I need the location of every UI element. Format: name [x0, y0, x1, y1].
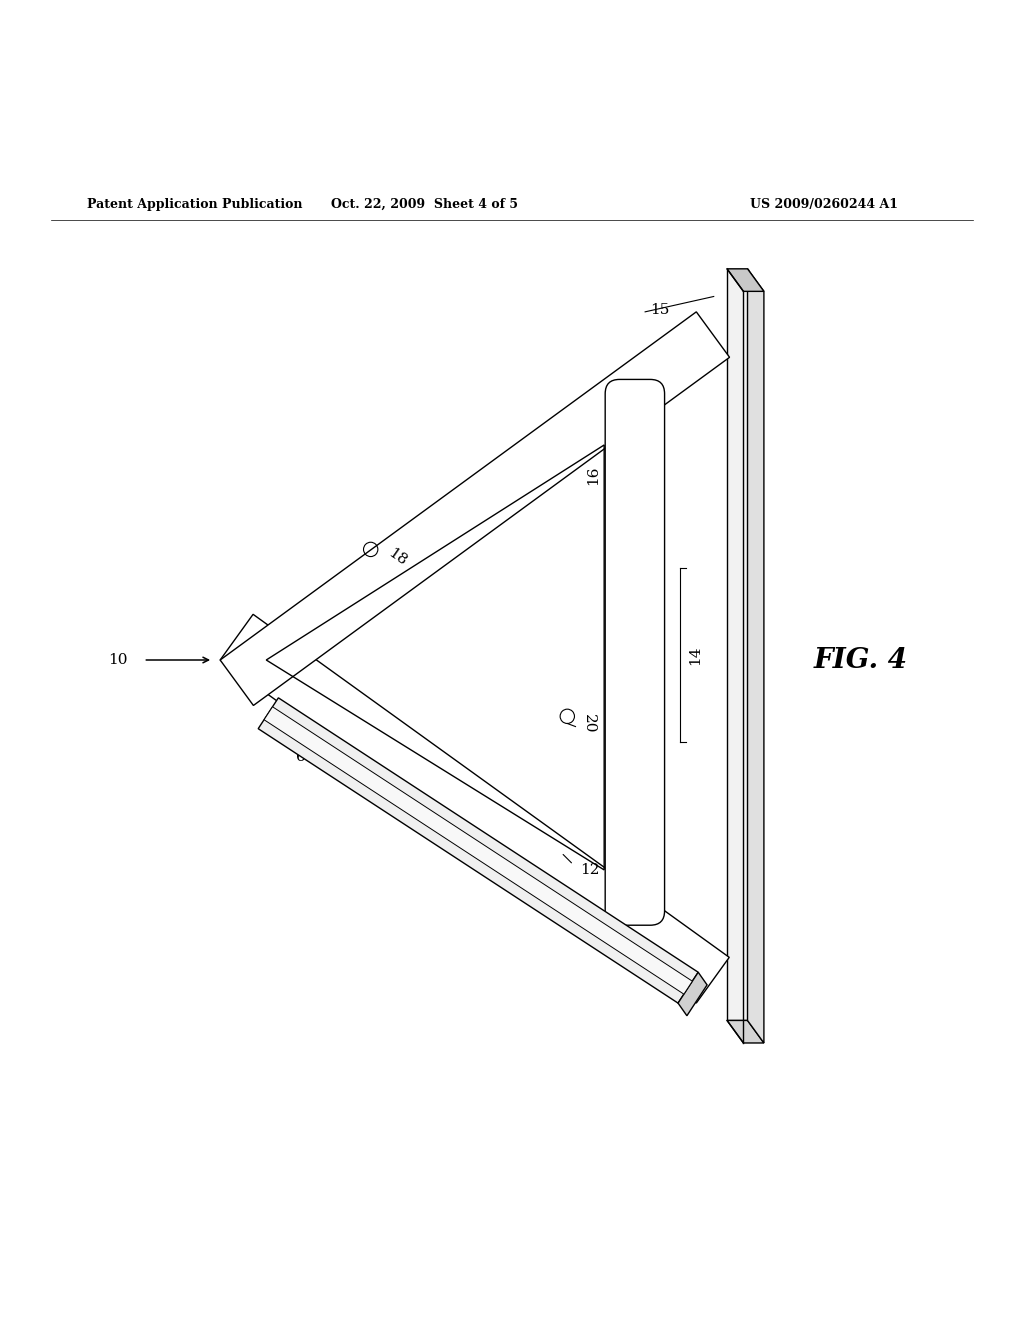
Text: 14: 14 — [688, 645, 702, 665]
Text: US 2009/0260244 A1: US 2009/0260244 A1 — [751, 198, 898, 211]
FancyBboxPatch shape — [605, 379, 665, 925]
Polygon shape — [748, 269, 764, 1043]
Polygon shape — [678, 973, 708, 1016]
Text: 16: 16 — [586, 466, 600, 486]
Text: 12: 12 — [581, 863, 600, 876]
Text: 10: 10 — [109, 653, 128, 667]
Polygon shape — [727, 269, 764, 292]
Text: 15: 15 — [650, 302, 670, 317]
Text: 20: 20 — [582, 714, 596, 733]
Polygon shape — [258, 698, 698, 1003]
Text: Oct. 22, 2009  Sheet 4 of 5: Oct. 22, 2009 Sheet 4 of 5 — [332, 198, 518, 211]
Polygon shape — [220, 312, 729, 705]
Text: 18: 18 — [385, 546, 409, 569]
Text: FIG. 4: FIG. 4 — [813, 647, 907, 673]
Polygon shape — [220, 614, 729, 1003]
Text: Patent Application Publication: Patent Application Publication — [87, 198, 302, 211]
Polygon shape — [264, 706, 692, 994]
Polygon shape — [727, 1020, 764, 1043]
Polygon shape — [727, 269, 748, 1020]
Text: 60: 60 — [296, 750, 315, 764]
